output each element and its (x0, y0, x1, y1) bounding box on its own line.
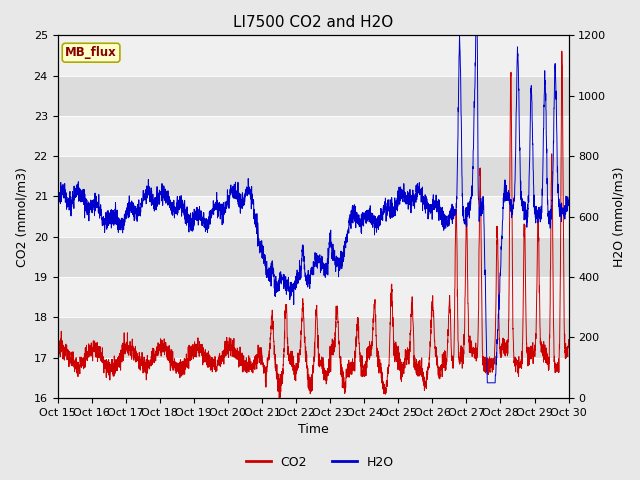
Bar (58, 237, 568, 277)
Bar (58, 116, 568, 156)
Text: MB_flux: MB_flux (65, 46, 117, 59)
Bar (58, 196, 568, 237)
Bar (58, 358, 568, 398)
X-axis label: Time: Time (298, 423, 328, 436)
Bar (58, 76, 568, 116)
Bar (58, 317, 568, 358)
Bar (58, 156, 568, 196)
Y-axis label: H2O (mmol/m3): H2O (mmol/m3) (612, 167, 625, 267)
Legend: CO2, H2O: CO2, H2O (241, 451, 399, 474)
Title: LI7500 CO2 and H2O: LI7500 CO2 and H2O (233, 15, 393, 30)
Bar (58, 277, 568, 317)
Bar (58, 36, 568, 76)
Y-axis label: CO2 (mmol/m3): CO2 (mmol/m3) (15, 167, 28, 266)
